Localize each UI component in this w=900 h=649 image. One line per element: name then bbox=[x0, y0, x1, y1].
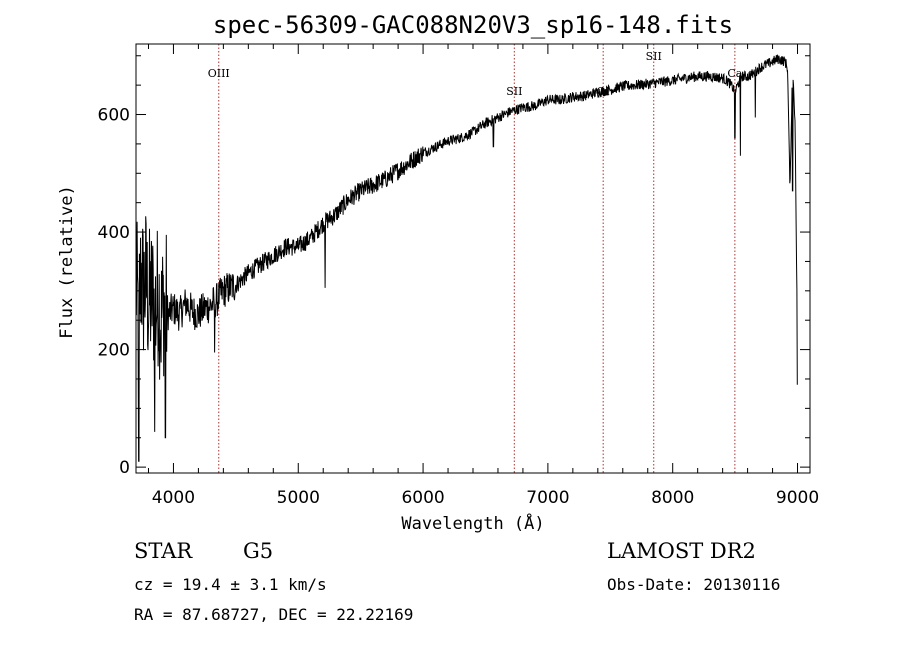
y-axis-label: Flux (relative) bbox=[57, 185, 77, 339]
x-axis: 4000 5000 6000 7000 8000 9000 bbox=[147, 44, 819, 508]
y-tick-label: 0 bbox=[119, 458, 130, 478]
redshift-velocity: cz = 19.4 ± 3.1 km/s bbox=[134, 575, 327, 594]
x-tick-label: 8000 bbox=[651, 488, 694, 508]
x-tick-label: 7000 bbox=[526, 488, 569, 508]
y-tick-label: 200 bbox=[98, 341, 130, 361]
line-marker-label: SII bbox=[646, 50, 662, 63]
line-marker-label: OIII bbox=[208, 67, 230, 80]
x-tick-label: 9000 bbox=[776, 488, 819, 508]
x-axis-label: Wavelength (Å) bbox=[401, 512, 544, 534]
y-tick-label: 600 bbox=[98, 106, 130, 126]
y-tick-label: 400 bbox=[98, 223, 130, 243]
spectrum-line bbox=[135, 54, 798, 462]
object-subclass: G5 bbox=[243, 539, 273, 563]
x-tick-label: 6000 bbox=[401, 488, 444, 508]
survey-name: LAMOST DR2 bbox=[607, 539, 756, 563]
line-marker-label: Ca bbox=[727, 67, 742, 80]
x-tick-label: 4000 bbox=[152, 488, 195, 508]
chart-title: spec-56309-GAC088N20V3_sp16-148.fits bbox=[213, 11, 733, 39]
sky-coordinates: RA = 87.68727, DEC = 22.22169 bbox=[134, 605, 413, 624]
object-class: STAR bbox=[134, 539, 193, 563]
plot-frame bbox=[135, 43, 811, 474]
observation-date: Obs-Date: 20130116 bbox=[607, 575, 780, 594]
y-axis: 0 200 400 600 bbox=[98, 55, 810, 478]
x-tick-label: 5000 bbox=[277, 488, 320, 508]
line-marker-label: SII bbox=[506, 85, 522, 98]
